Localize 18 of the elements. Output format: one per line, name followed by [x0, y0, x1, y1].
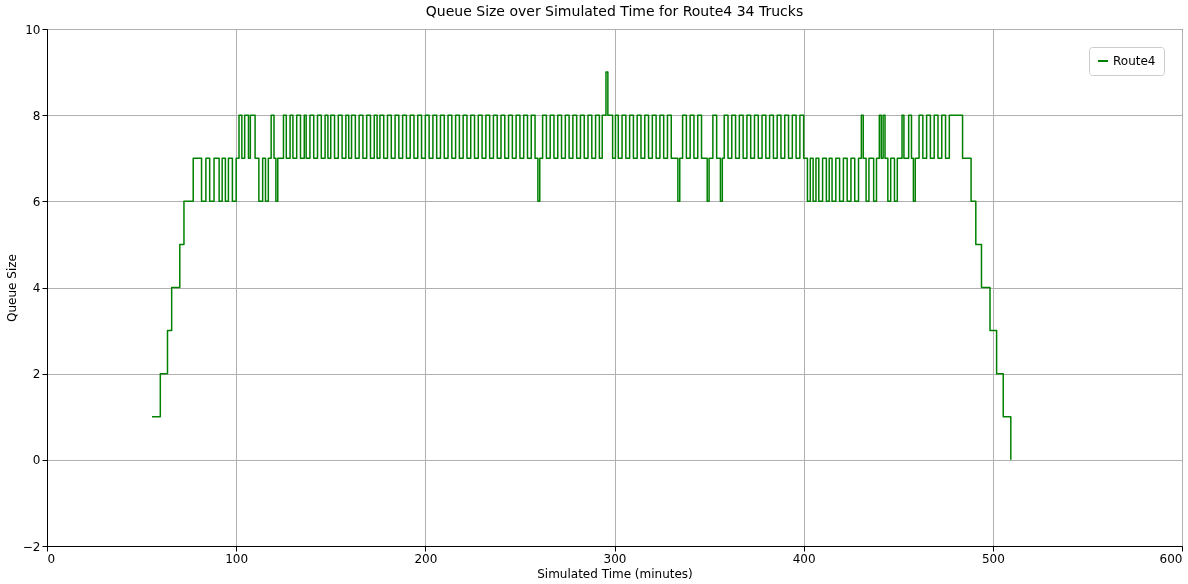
y-tick-label: 10	[25, 22, 41, 37]
y-tick-label: 0	[32, 453, 41, 468]
chart-title: Queue Size over Simulated Time for Route4 34 Trucks	[425, 3, 804, 19]
x-tick-label: 0	[47, 551, 56, 566]
x-tick-label: 300	[603, 551, 627, 566]
y-tick-label: −2	[22, 539, 41, 554]
x-tick-label: 200	[414, 551, 438, 566]
legend-label: Route4	[1113, 54, 1156, 68]
x-tick-label: 400	[792, 551, 816, 566]
x-tick-label: 600	[1159, 551, 1183, 566]
x-axis-title: Simulated Time (minutes)	[537, 566, 693, 581]
y-tick-label: 4	[32, 281, 41, 295]
y-axis-title: Queue Size	[4, 254, 19, 322]
x-tick-label: 100	[225, 551, 249, 566]
y-tick-label: 2	[32, 367, 41, 382]
x-tick-label: 500	[981, 551, 1005, 566]
y-tick-label: 8	[32, 108, 41, 123]
y-tick-label: 6	[32, 194, 41, 209]
